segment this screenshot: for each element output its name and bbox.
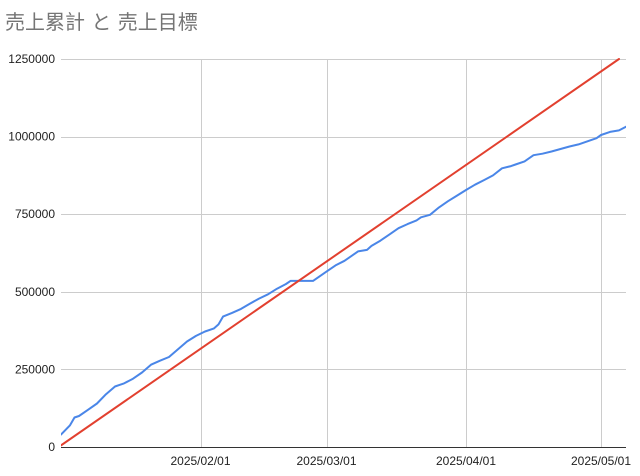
y-tick-label: 750000: [15, 207, 55, 221]
series-line-target: [61, 58, 620, 447]
x-tick-label: 2025/05/01: [571, 454, 631, 468]
y-tick-label: 500000: [15, 285, 55, 299]
chart-title: 売上累計 と 売上目標: [5, 10, 198, 34]
series-line-actual: [61, 125, 626, 436]
x-tick-label: 2025/02/01: [170, 454, 230, 468]
y-tick-label: 1000000: [8, 130, 55, 144]
y-tick-label: 1250000: [8, 52, 55, 66]
y-tick-label: 250000: [15, 362, 55, 376]
y-tick-label: 0: [48, 440, 55, 454]
x-tick-label: 2025/03/01: [296, 454, 356, 468]
x-tick-label: 2025/04/01: [436, 454, 496, 468]
